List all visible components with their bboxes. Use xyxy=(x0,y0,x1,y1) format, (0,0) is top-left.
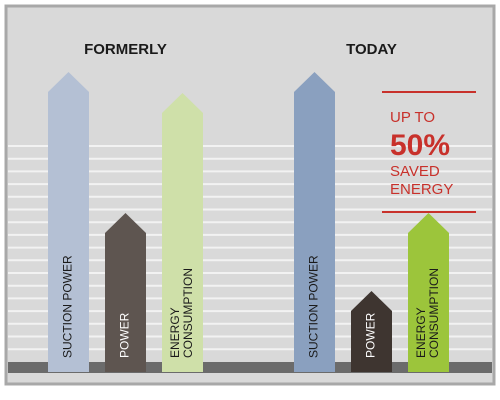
annotation-text: SAVED xyxy=(390,163,440,180)
category-label: POWER xyxy=(364,312,378,358)
category-label: CONSUMPTION xyxy=(181,268,195,358)
arrow xyxy=(351,291,392,372)
annotation-text: 50% xyxy=(390,129,450,162)
category-label: ENERGY xyxy=(414,307,428,358)
annotation-text: UP TO xyxy=(390,109,435,126)
arrow xyxy=(162,93,203,372)
arrow xyxy=(408,213,449,372)
group-title: TODAY xyxy=(346,41,397,58)
group-title: FORMERLY xyxy=(84,41,167,58)
category-label: SUCTION POWER xyxy=(307,255,321,358)
category-label: POWER xyxy=(118,312,132,358)
annotation-text: ENERGY xyxy=(390,181,453,198)
arrow xyxy=(105,213,146,372)
category-label: CONSUMPTION xyxy=(427,268,441,358)
baseline-bar xyxy=(8,362,492,373)
category-label: ENERGY xyxy=(168,307,182,358)
arrow xyxy=(294,72,335,372)
arrow xyxy=(48,72,89,372)
category-label: SUCTION POWER xyxy=(61,255,75,358)
